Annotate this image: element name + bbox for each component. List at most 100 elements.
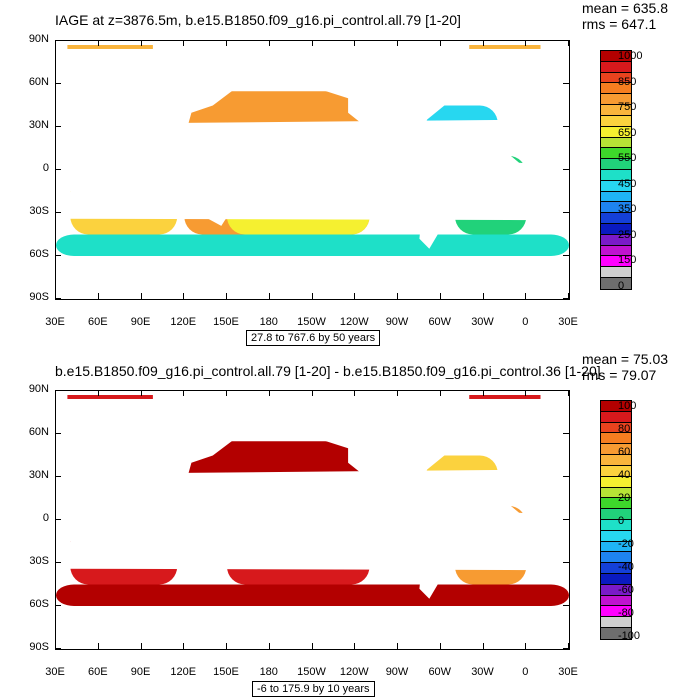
colorbar-swatch — [601, 595, 631, 607]
x-tick — [140, 643, 142, 649]
y-tick — [55, 519, 61, 520]
x-tick — [525, 390, 527, 396]
map-svg — [56, 395, 569, 649]
colorbar-swatch — [601, 169, 631, 181]
x-tick-label: 30W — [471, 666, 494, 678]
arctic-strip-1 — [469, 395, 541, 399]
colorbar-swatch — [601, 245, 631, 257]
y-tick — [563, 519, 569, 520]
colorbar-swatch — [601, 574, 631, 585]
y-tick — [563, 562, 569, 563]
colorbar-label: 250 — [618, 228, 637, 241]
x-tick — [183, 293, 185, 299]
colorbar-swatch — [601, 224, 631, 235]
y-tick-label: 60S — [29, 598, 49, 610]
colorbar-swatch — [601, 519, 631, 531]
x-tick — [311, 643, 313, 649]
colorbar-swatch — [601, 509, 631, 520]
contour-label: 27.8 to 767.6 by 50 years — [246, 330, 381, 346]
north-america-land — [291, 418, 448, 509]
rms-stat: rms = 79.07 — [582, 367, 657, 383]
chart-title: b.e15.B1850.f09_g16.pi_control.all.79 [1… — [55, 363, 601, 379]
y-tick — [55, 212, 61, 213]
y-tick — [563, 433, 569, 434]
colorbar-label: 80 — [618, 423, 631, 435]
x-tick — [482, 293, 484, 299]
y-tick — [563, 648, 569, 649]
x-tick-label: 120E — [170, 666, 197, 678]
x-tick — [311, 390, 313, 396]
y-tick-label: 30S — [29, 555, 49, 567]
x-tick — [55, 40, 56, 46]
colorbar-swatch — [601, 180, 631, 192]
x-tick — [397, 40, 398, 46]
x-tick — [226, 390, 227, 396]
colorbar-label: 550 — [618, 152, 637, 165]
colorbar-label: 150 — [618, 254, 637, 267]
contour-label: -6 to 175.9 by 10 years — [252, 681, 375, 697]
colorbar-swatch — [601, 401, 631, 412]
panel-iage: IAGE at z=3876.5m, b.e15.B1850.f09_g16.p… — [29, 0, 669, 346]
colorbar — [600, 400, 632, 640]
y-tick — [563, 169, 569, 170]
colorbar-label: 60 — [618, 446, 631, 458]
x-tick-label: 150E — [213, 316, 239, 328]
map-plot — [55, 390, 570, 650]
colorbar-swatch — [601, 444, 631, 456]
colorbar-label: 1000 — [618, 50, 643, 62]
colorbar-label: 20 — [618, 492, 631, 504]
y-tick-label: 0 — [42, 512, 49, 524]
colorbar-swatch — [601, 115, 631, 127]
colorbar-swatch — [601, 51, 631, 62]
colorbar-label: -80 — [618, 607, 634, 619]
colorbar-swatch — [601, 530, 631, 542]
x-tick — [97, 40, 99, 46]
x-tick-label: 180 — [259, 666, 278, 678]
colorbar-swatch — [601, 267, 631, 279]
x-tick-label: 120W — [339, 666, 369, 678]
x-tick-label: 60E — [87, 666, 108, 678]
x-tick-label: 90E — [130, 316, 151, 328]
y-tick — [55, 169, 61, 170]
colorbar-swatch — [601, 606, 631, 618]
x-tick-label: 150W — [297, 666, 326, 678]
south-america-land — [410, 152, 477, 249]
arctic-strip-0 — [67, 395, 153, 399]
x-tick — [439, 40, 441, 46]
y-tick — [563, 298, 569, 299]
colorbar-swatch — [601, 137, 631, 149]
x-tick — [439, 390, 441, 396]
x-tick — [311, 293, 313, 299]
colorbar-label: 650 — [618, 126, 637, 139]
x-tick — [525, 293, 527, 299]
x-tick — [183, 643, 185, 649]
x-tick-label: 90W — [385, 316, 409, 328]
colorbar-label: -60 — [618, 584, 634, 596]
y-tick-label: 0 — [42, 162, 49, 174]
colorbar-label: 0 — [618, 280, 625, 292]
x-tick-label: 30E — [558, 316, 578, 328]
australia-land — [175, 185, 232, 226]
x-tick — [525, 40, 527, 46]
x-tick — [354, 40, 356, 46]
arctic-strip-1 — [469, 45, 541, 49]
colorbar-swatch — [601, 202, 631, 214]
x-tick — [55, 643, 56, 649]
y-tick — [563, 605, 569, 606]
eurasia-land — [56, 408, 270, 509]
x-tick — [226, 293, 227, 299]
colorbar-label: -100 — [618, 630, 641, 642]
region-southern-ocean — [56, 584, 569, 606]
x-tick — [140, 293, 142, 299]
colorbar-swatch — [601, 411, 631, 423]
x-tick — [354, 643, 356, 649]
x-tick — [183, 40, 185, 46]
x-tick-label: 30E — [45, 316, 65, 328]
y-tick — [563, 40, 569, 41]
colorbar-swatch — [601, 541, 631, 553]
map-svg — [56, 45, 569, 299]
colorbar-label: 450 — [618, 177, 637, 190]
mean-stat: mean = 635.8 — [582, 0, 669, 16]
x-tick-label: 60W — [428, 316, 452, 328]
colorbar-label: -40 — [618, 561, 634, 573]
